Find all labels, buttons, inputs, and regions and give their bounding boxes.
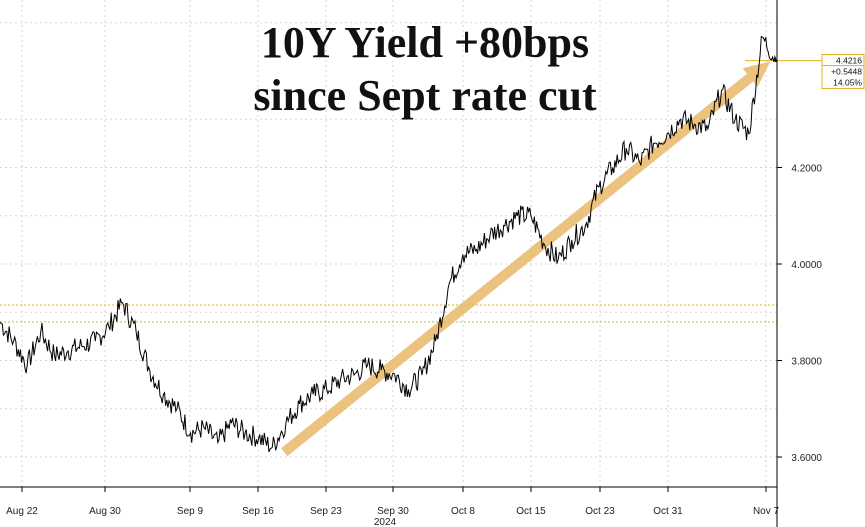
- axes: Aug 22 Aug 30 Sep 9 Sep 16 Sep 23 Sep 30 Oct 8…: [0, 0, 822, 527]
- y-tick-label: 4.0000: [791, 260, 822, 271]
- x-tick-label: Oct 8: [451, 506, 475, 517]
- x-tick-label: Sep 23: [310, 506, 342, 517]
- title-line-2: since Sept rate cut: [253, 71, 597, 120]
- tag-text: 4.4216: [836, 56, 862, 66]
- tag-text: +0.5448: [831, 67, 862, 77]
- title-line-1: 10Y Yield +80bps: [261, 18, 589, 67]
- reference-lines: [0, 60, 822, 323]
- y-tick-label: 3.6000: [791, 453, 822, 464]
- x-tick-label: Sep 30: [377, 506, 409, 517]
- x-tick-label: Oct 23: [585, 506, 615, 517]
- x-tick-label: Oct 31: [653, 506, 683, 517]
- x-tick-label: Oct 15: [516, 506, 546, 517]
- yield-line: [0, 35, 777, 453]
- x-tick-label: Aug 30: [89, 506, 121, 517]
- trend-arrow: [281, 61, 771, 457]
- x-tick-label: Sep 9: [177, 506, 204, 517]
- chart-title: 10Y Yield +80bps since Sept rate cut: [253, 18, 597, 120]
- x-tick-year: 2024: [374, 517, 397, 527]
- y-tick-label: 3.8000: [791, 357, 822, 368]
- tag-value-box: [821, 54, 865, 67]
- trend-arrow-shape: [281, 61, 771, 457]
- tag-text: 14.05%: [833, 78, 862, 88]
- x-tick-label: Nov 7: [753, 506, 780, 517]
- x-tick-label: Sep 16: [242, 506, 274, 517]
- gridlines: [0, 0, 777, 487]
- y-tick-label: 4.2000: [791, 164, 822, 175]
- x-tick-label: Aug 22: [6, 506, 38, 517]
